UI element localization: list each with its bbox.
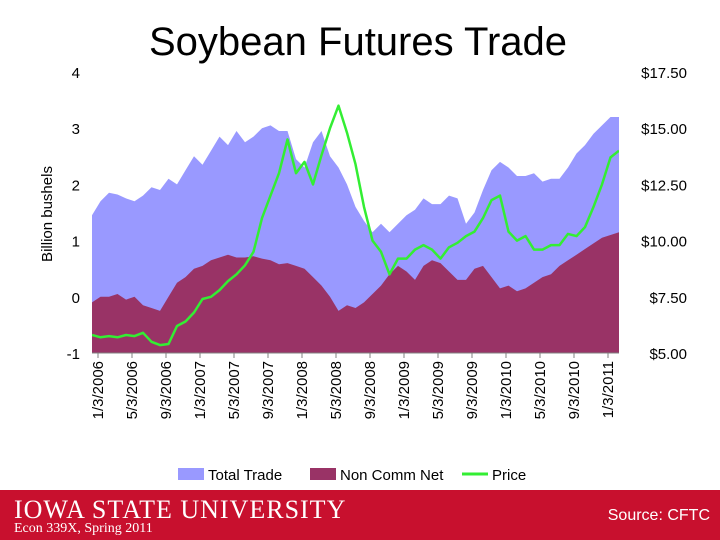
x-tick-label: 9/3/2009: [464, 361, 481, 419]
x-tick-label: 1/3/2006: [90, 361, 107, 419]
legend-swatch-non-comm-net: [310, 468, 336, 480]
x-tick-label: 1/3/2007: [192, 361, 209, 419]
y-tick-label: 4: [72, 65, 80, 82]
y-tick-label: 2: [72, 177, 80, 194]
series-non-comm-net-area: [92, 232, 619, 353]
y2-tick-label: $15.00: [641, 121, 687, 138]
university-logo: IOWA STATE UNIVERSITY: [14, 495, 347, 524]
legend-label-total-trade: Total Trade: [208, 467, 282, 484]
x-tick-label: 5/3/2010: [532, 361, 549, 419]
series-price-line: [92, 104, 619, 347]
y-axis-label: Billion bushels: [39, 166, 56, 262]
x-tick-label: 9/3/2007: [260, 361, 277, 419]
x-tick-label: 9/3/2010: [566, 361, 583, 419]
footer-bar: [0, 490, 720, 540]
x-tick-label: 5/3/2006: [124, 361, 141, 419]
x-tick-label: 9/3/2008: [362, 361, 379, 419]
right-axis: $5.00 $7.50 $10.00 $12.50 $15.00 $17.50: [641, 65, 687, 363]
y2-tick-label: $10.00: [641, 234, 687, 251]
x-axis: 1/3/2006 5/3/2006 9/3/2006 1/3/2007 5/3/2007…: [90, 352, 619, 419]
x-tick-label: 1/3/2010: [498, 361, 515, 419]
y-tick-label: 1: [72, 234, 80, 251]
legend-label-price: Price: [492, 467, 526, 484]
legend-swatch-total-trade: [178, 468, 204, 480]
left-axis: -1 0 1 2 3 4: [67, 65, 80, 363]
x-tick-label: 9/3/2006: [158, 361, 175, 419]
legend-label-non-comm-net: Non Comm Net: [340, 467, 444, 484]
slide-title: Soybean Futures Trade: [148, 20, 568, 64]
x-tick-label: 1/3/2008: [294, 361, 311, 419]
y2-tick-label: $7.50: [649, 290, 687, 307]
x-tick-label: 5/3/2009: [430, 361, 447, 419]
y-tick-label: 3: [72, 121, 80, 138]
legend: Total Trade Non Comm Net Price: [168, 462, 562, 486]
course-label: Econ 339X, Spring 2011: [14, 521, 153, 536]
y-tick-label: -1: [67, 346, 80, 363]
y2-tick-label: $12.50: [641, 177, 687, 194]
legend-box: [168, 462, 562, 486]
x-tick-label: 5/3/2008: [328, 361, 345, 419]
y2-tick-label: $5.00: [649, 346, 687, 363]
y2-tick-label: $17.50: [641, 65, 687, 82]
source-label: Source: CFTC: [607, 507, 710, 524]
plot-area: [92, 104, 619, 353]
y-tick-label: 0: [72, 290, 80, 307]
x-tick-label: 1/3/2009: [396, 361, 413, 419]
chart: -1 0 1 2 3 4 $5.00 $7.50 $10.00 $12.50 $15.00 $17.…: [39, 65, 687, 486]
x-tick-label: 1/3/2011: [600, 361, 617, 418]
x-tick-label: 5/3/2007: [226, 361, 243, 419]
